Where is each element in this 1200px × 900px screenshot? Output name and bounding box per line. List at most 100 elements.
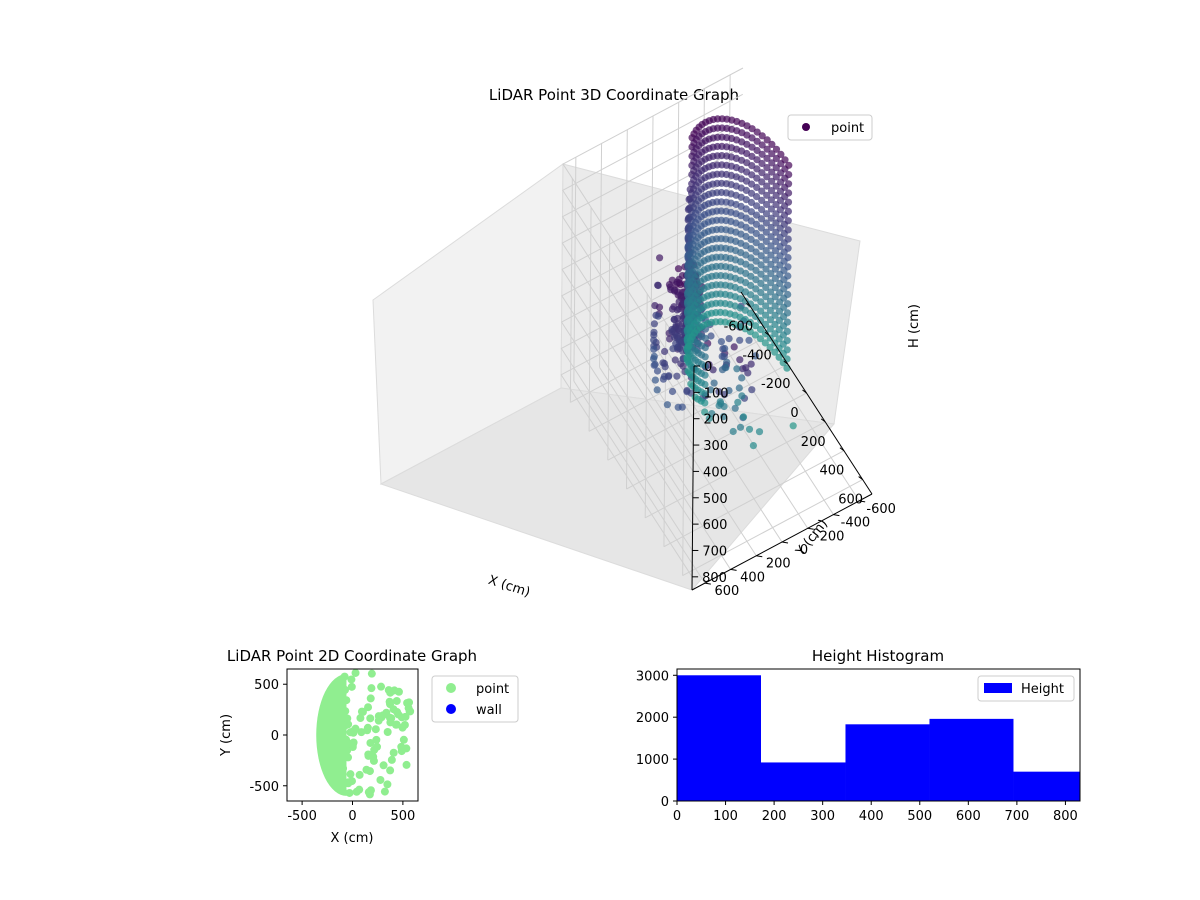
point-2d — [339, 764, 348, 773]
point-3d — [733, 365, 741, 373]
point-3d — [757, 298, 765, 306]
y-tick-label-3d: 600 — [714, 584, 739, 599]
point-3d — [736, 336, 744, 344]
point-3d — [768, 140, 776, 148]
point-3d — [746, 318, 755, 326]
point-3d — [771, 256, 780, 264]
grid-line-x-wall — [644, 293, 648, 518]
point-3d — [767, 251, 775, 259]
legend-3d-frame — [787, 114, 873, 141]
point-3d — [784, 217, 792, 225]
histogram-bar — [677, 675, 761, 801]
z-axis-line-3d — [691, 365, 695, 591]
x-tick-label-3d: -400 — [742, 348, 772, 363]
point-3d — [785, 189, 793, 197]
point-3d — [650, 361, 658, 369]
point-3d — [762, 302, 770, 310]
legend-2d-label-point: point — [476, 682, 509, 697]
point-3d — [720, 402, 728, 411]
point-3d — [752, 229, 760, 238]
grid-line-x-wall — [663, 322, 667, 547]
point-3d — [758, 132, 766, 140]
y-tick-label-2d: -500 — [249, 780, 279, 795]
point-3d — [738, 374, 746, 382]
point-3d — [715, 388, 723, 396]
legend-2d-marker-point — [446, 683, 456, 693]
grid-line-h — [560, 225, 742, 525]
point-3d — [763, 200, 771, 209]
point-2d — [345, 788, 354, 797]
histogram-bar — [929, 718, 1014, 801]
point-3d — [747, 198, 756, 207]
histogram-bars — [677, 675, 1080, 801]
point-3d — [747, 226, 755, 234]
point-3d — [748, 134, 756, 142]
point-2d — [344, 753, 353, 762]
point-3d — [784, 290, 792, 299]
histogram-y-tick-label: 1000 — [636, 753, 669, 768]
point-3d — [665, 372, 673, 380]
grid-line-h — [562, 93, 744, 393]
chart-histogram: Height Histogram 0 100 200 300 400 500 600 700 8… — [636, 647, 1081, 824]
point-3d — [785, 180, 793, 188]
z-tick-label-3d: 100 — [704, 386, 729, 401]
point-2d — [392, 720, 401, 729]
x-tick-label-3d: -600 — [724, 319, 754, 334]
x-tick-mark-3d — [783, 360, 789, 365]
point-3d — [747, 254, 755, 262]
point-3d — [784, 226, 792, 234]
grid-line-h — [561, 146, 743, 446]
point-3d — [745, 425, 754, 433]
y-tick-label-3d: 200 — [766, 557, 791, 572]
histogram-x-tick-label: 700 — [1004, 809, 1029, 824]
point-3d — [758, 150, 766, 158]
legend-3d: point — [787, 114, 873, 141]
point-2d — [340, 672, 349, 681]
point-3d — [752, 257, 760, 265]
point-3d — [757, 316, 765, 324]
point-3d — [668, 387, 677, 396]
point-3d — [748, 152, 756, 160]
point-2d — [376, 775, 385, 784]
point-3d — [784, 263, 792, 271]
x-axis-label-3d: X (cm) — [486, 573, 532, 601]
point-2d — [371, 725, 380, 734]
legend-2d-marker-wall — [446, 704, 456, 714]
point-3d — [683, 353, 691, 361]
point-3d — [734, 398, 742, 406]
point-2d — [338, 726, 347, 735]
point-3d — [783, 346, 791, 354]
chart-2d-title: LiDAR Point 2D Coordinate Graph — [227, 647, 477, 665]
y-tick-mark-3d — [833, 514, 840, 517]
histogram-y-tick-label: 3000 — [636, 669, 669, 684]
y-tick-mark-3d — [730, 568, 737, 571]
x-tick-label-3d: -200 — [761, 377, 791, 392]
point-2d — [364, 788, 373, 797]
point-3d — [701, 408, 709, 416]
point-3d — [763, 145, 771, 153]
point-3d — [766, 297, 775, 305]
x-tick-mark-3d — [839, 447, 845, 452]
point-3d — [785, 161, 793, 169]
point-2d — [364, 703, 373, 712]
point-3d — [767, 223, 775, 232]
point-3d — [650, 320, 659, 328]
point-3d — [654, 281, 662, 290]
grid-line-y-floor — [573, 380, 706, 584]
point-2d — [347, 675, 356, 684]
z-tick-label-3d: 600 — [703, 518, 728, 533]
legend-histogram-frame — [977, 675, 1075, 702]
point-3d — [752, 211, 761, 219]
z-tick-label-3d: 700 — [702, 544, 727, 559]
point-3d — [757, 242, 765, 251]
point-3d — [766, 325, 774, 333]
point-3d — [785, 171, 793, 179]
point-2d — [397, 713, 406, 722]
point-2d — [370, 745, 379, 754]
legend-3d-marker-point — [802, 123, 810, 131]
point-2d — [385, 713, 394, 722]
point-3d — [783, 309, 792, 317]
histogram-x-tick-label: 500 — [907, 809, 932, 824]
point-3d — [753, 146, 761, 155]
y-tick-mark-3d — [704, 582, 711, 585]
